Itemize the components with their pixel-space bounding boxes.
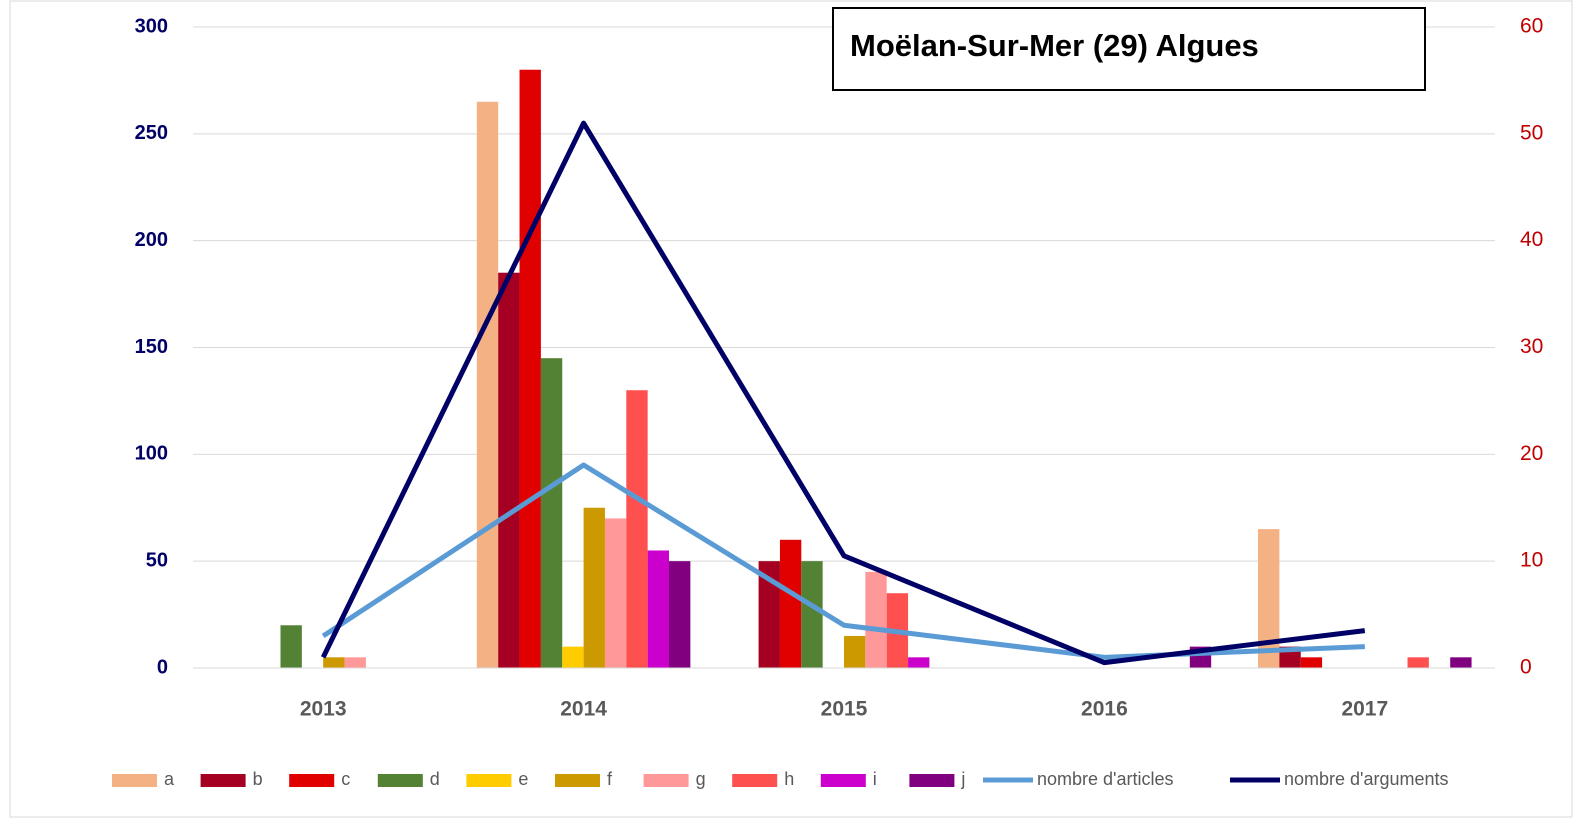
plot-area: 0 50 100 150 200 250 300 0 10 20 30 40 50 60 2013 2014 2… — [135, 15, 1544, 721]
bar — [865, 571, 887, 668]
bar — [344, 657, 366, 668]
bar — [323, 657, 345, 668]
y2-tick-label: 30 — [1520, 335, 1543, 358]
bar — [758, 561, 780, 668]
y2-tick-label: 0 — [1520, 656, 1532, 679]
title-box — [832, 7, 1426, 91]
y2-tick-label: 60 — [1520, 15, 1543, 38]
bar — [626, 390, 648, 668]
y2-tick-label: 10 — [1520, 549, 1543, 572]
bar — [498, 272, 520, 668]
bar — [779, 539, 802, 668]
legend-label: nombre d'arguments — [1284, 769, 1449, 789]
bar — [647, 550, 670, 668]
line-series — [320, 120, 1366, 666]
legend-label: e — [518, 769, 528, 789]
bar — [583, 507, 605, 668]
x-tick-label: 2013 — [300, 698, 347, 721]
legend-label: d — [430, 769, 440, 789]
bar — [1258, 529, 1280, 668]
y-tick-label: 50 — [146, 549, 168, 571]
x-tick-label: 2017 — [1341, 698, 1388, 721]
legend-swatch — [909, 774, 955, 787]
legend-swatch — [289, 774, 335, 787]
x-tick-label: 2016 — [1081, 698, 1128, 721]
bar — [562, 646, 584, 668]
x-tick-label: 2015 — [821, 698, 868, 721]
bar — [908, 657, 930, 668]
legend-swatch — [466, 774, 512, 787]
y2-tick-label: 50 — [1520, 121, 1543, 144]
bar — [604, 518, 627, 668]
legend-label: h — [784, 769, 794, 789]
bar — [1407, 657, 1429, 668]
legend-swatch — [200, 774, 246, 787]
legend-swatch — [112, 774, 157, 787]
bar — [801, 561, 823, 668]
legend-label: i — [873, 769, 877, 789]
y2-tick-label: 40 — [1520, 228, 1543, 251]
legend-swatch — [820, 774, 866, 787]
y-tick-label: 100 — [135, 443, 168, 465]
legend-label: j — [960, 769, 965, 789]
legend-swatch — [643, 774, 689, 787]
bar — [844, 635, 866, 668]
legend-label: nombre d'articles — [1037, 769, 1174, 789]
bar — [280, 625, 302, 668]
legend-label: g — [696, 769, 706, 789]
legend-swatch — [732, 774, 778, 787]
bar — [540, 358, 563, 668]
y-tick-label: 0 — [157, 656, 168, 678]
y-tick-label: 250 — [135, 122, 168, 144]
bar — [669, 561, 691, 668]
legend-swatch — [555, 774, 600, 787]
chart-border — [9, 0, 1573, 818]
y2-tick-label: 20 — [1520, 442, 1543, 465]
bar — [1450, 657, 1472, 668]
y-tick-label: 150 — [135, 336, 168, 358]
legend-label: a — [164, 769, 175, 789]
y-tick-label: 300 — [135, 15, 168, 37]
bar — [519, 69, 541, 668]
legend-label: b — [253, 769, 263, 789]
legend-label: c — [341, 769, 350, 789]
y-tick-label: 200 — [135, 229, 168, 251]
bar — [1300, 657, 1323, 668]
bar — [476, 101, 499, 669]
legend-label: f — [607, 769, 613, 789]
x-tick-label: 2014 — [560, 698, 607, 721]
chart-title: Moëlan-Sur-Mer (29) Algues — [850, 28, 1259, 63]
legend-swatch — [377, 774, 423, 787]
